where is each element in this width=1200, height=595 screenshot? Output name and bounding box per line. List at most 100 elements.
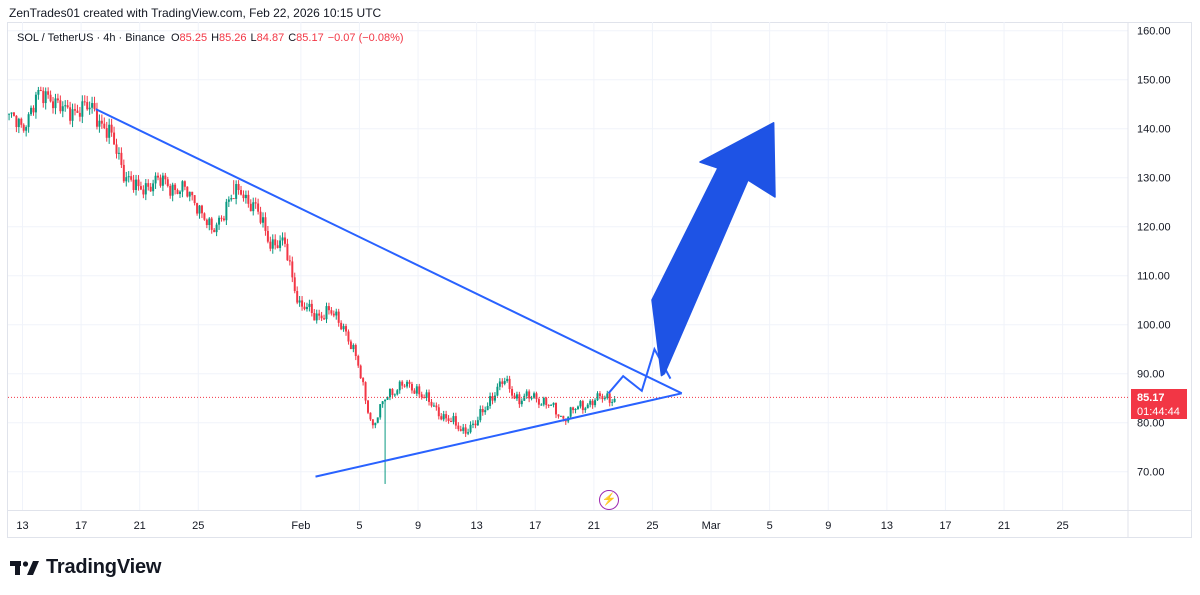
- candle-body: [430, 401, 433, 406]
- candle-body: [354, 345, 357, 357]
- candle-body: [384, 399, 387, 402]
- candle-body: [142, 189, 145, 195]
- candle-body: [557, 414, 560, 417]
- candle-body: [198, 205, 201, 214]
- y-tick-label: 110.00: [1137, 271, 1170, 283]
- y-tick-label: 100.00: [1137, 320, 1171, 332]
- x-tick-label: Mar: [702, 520, 721, 532]
- candle-body: [288, 260, 291, 262]
- trendline: [95, 108, 683, 395]
- candle-body: [73, 109, 76, 111]
- open-value: 85.25: [179, 32, 208, 44]
- candle-body: [371, 419, 374, 426]
- candle-body: [44, 91, 47, 104]
- candle-body: [210, 218, 213, 230]
- projection-arrow: [651, 122, 776, 377]
- candle-body: [530, 397, 533, 399]
- candle-body: [100, 120, 103, 124]
- candle-body: [342, 326, 345, 330]
- candle-body: [137, 179, 140, 187]
- candle-body: [369, 412, 372, 420]
- candle-body: [520, 400, 523, 405]
- candle-body: [283, 237, 286, 244]
- chart-grid: [8, 22, 1128, 510]
- candle-body: [596, 393, 599, 401]
- candle-body: [264, 217, 267, 231]
- candle-body: [569, 407, 572, 417]
- candle-body: [374, 422, 377, 426]
- x-tick-label: 17: [75, 520, 87, 532]
- candle-body: [249, 203, 252, 212]
- candle-body: [154, 175, 157, 184]
- change-value: −0.07 (−0.08%): [327, 32, 404, 44]
- symbol-name[interactable]: SOL / TetherUS · 4h · Binance: [17, 32, 165, 44]
- candle-body: [159, 177, 162, 186]
- candle-body: [450, 421, 453, 423]
- candle-body: [603, 398, 606, 400]
- candle-body: [594, 400, 597, 406]
- candle-body: [550, 404, 553, 406]
- candle-body: [108, 124, 111, 138]
- candle-body: [27, 114, 30, 128]
- candle-body: [347, 331, 350, 342]
- candle-body: [215, 224, 218, 233]
- candle-body: [327, 306, 330, 311]
- candle-body: [52, 101, 55, 109]
- candle-body: [591, 400, 594, 406]
- candle-body: [296, 291, 299, 303]
- candle-body: [144, 183, 147, 195]
- candle-body: [291, 261, 294, 278]
- candle-body: [83, 101, 86, 103]
- candle-body: [511, 389, 514, 396]
- candle-body: [252, 202, 255, 212]
- candle-body: [337, 311, 340, 323]
- candle-body: [379, 404, 382, 418]
- candle-body: [176, 190, 179, 194]
- candle-body: [293, 277, 296, 292]
- candle-body: [49, 94, 52, 102]
- candle-body: [117, 152, 120, 154]
- candle-body: [71, 109, 74, 121]
- candle-body: [10, 112, 13, 114]
- candle-body: [257, 203, 260, 212]
- candle-body: [432, 405, 435, 407]
- candle-body: [32, 107, 35, 113]
- tradingview-wordmark: TradingView: [46, 556, 162, 578]
- candle-body: [533, 393, 536, 398]
- y-tick-label: 140.00: [1137, 124, 1171, 136]
- tradingview-logo[interactable]: TradingView: [10, 556, 161, 579]
- candle-body: [418, 386, 421, 395]
- candle-body: [115, 144, 118, 154]
- x-tick-label: 21: [134, 520, 146, 532]
- candle-body: [254, 202, 257, 204]
- lightning-icon[interactable]: ⚡: [599, 490, 619, 510]
- candle-body: [271, 239, 274, 249]
- candle-body: [386, 397, 389, 400]
- candle-body: [403, 385, 406, 387]
- candle-body: [428, 392, 431, 402]
- candle-body: [218, 217, 221, 225]
- candle-body: [340, 322, 343, 330]
- candle-body: [474, 423, 477, 426]
- candle-body: [269, 241, 272, 249]
- candle-body: [398, 381, 401, 391]
- candle-body: [454, 416, 457, 426]
- candle-body: [220, 217, 223, 219]
- candle-body: [462, 427, 465, 431]
- candle-body: [406, 381, 409, 387]
- candle-body: [61, 106, 64, 112]
- candle-body: [357, 356, 360, 366]
- candle-body: [59, 100, 62, 112]
- candle-body: [413, 390, 416, 394]
- candle-body: [330, 310, 333, 314]
- candle-body: [130, 176, 133, 180]
- candle-body: [325, 306, 328, 320]
- last-price: 85.17: [1137, 392, 1165, 404]
- trendline: [315, 392, 682, 478]
- candle-body: [608, 393, 611, 403]
- y-tick-label: 90.00: [1137, 369, 1165, 381]
- candle-body: [308, 303, 311, 307]
- candle-body: [244, 194, 247, 199]
- candle-body: [42, 90, 45, 104]
